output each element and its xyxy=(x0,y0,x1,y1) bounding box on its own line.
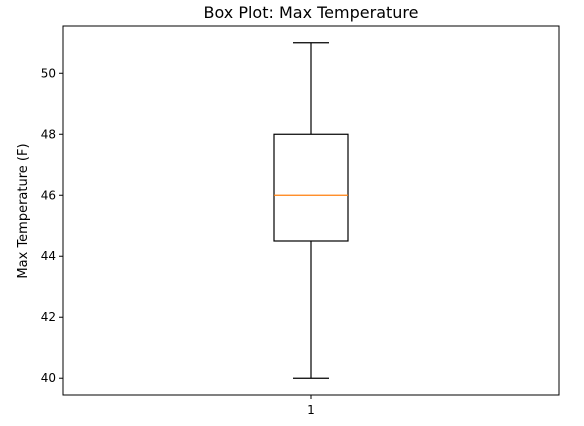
y-tick-label: 46 xyxy=(41,188,56,202)
iqr-box xyxy=(273,133,349,242)
y-tick-label: 40 xyxy=(41,371,56,385)
y-tick-label: 44 xyxy=(41,249,56,263)
y-tick-label: 48 xyxy=(41,127,56,141)
y-tick-label: 50 xyxy=(41,66,56,80)
box-series xyxy=(273,42,349,379)
x-axis-ticks: 1 xyxy=(307,395,315,417)
y-axis-ticks: 40 42 44 46 48 50 xyxy=(41,66,63,385)
x-tick-label: 1 xyxy=(307,403,315,417)
y-tick-label: 42 xyxy=(41,310,56,324)
chart-title: Box Plot: Max Temperature xyxy=(204,3,419,22)
box-group xyxy=(273,42,349,379)
axes-frame xyxy=(62,25,560,396)
y-axis-label: Max Temperature (F) xyxy=(16,143,31,278)
